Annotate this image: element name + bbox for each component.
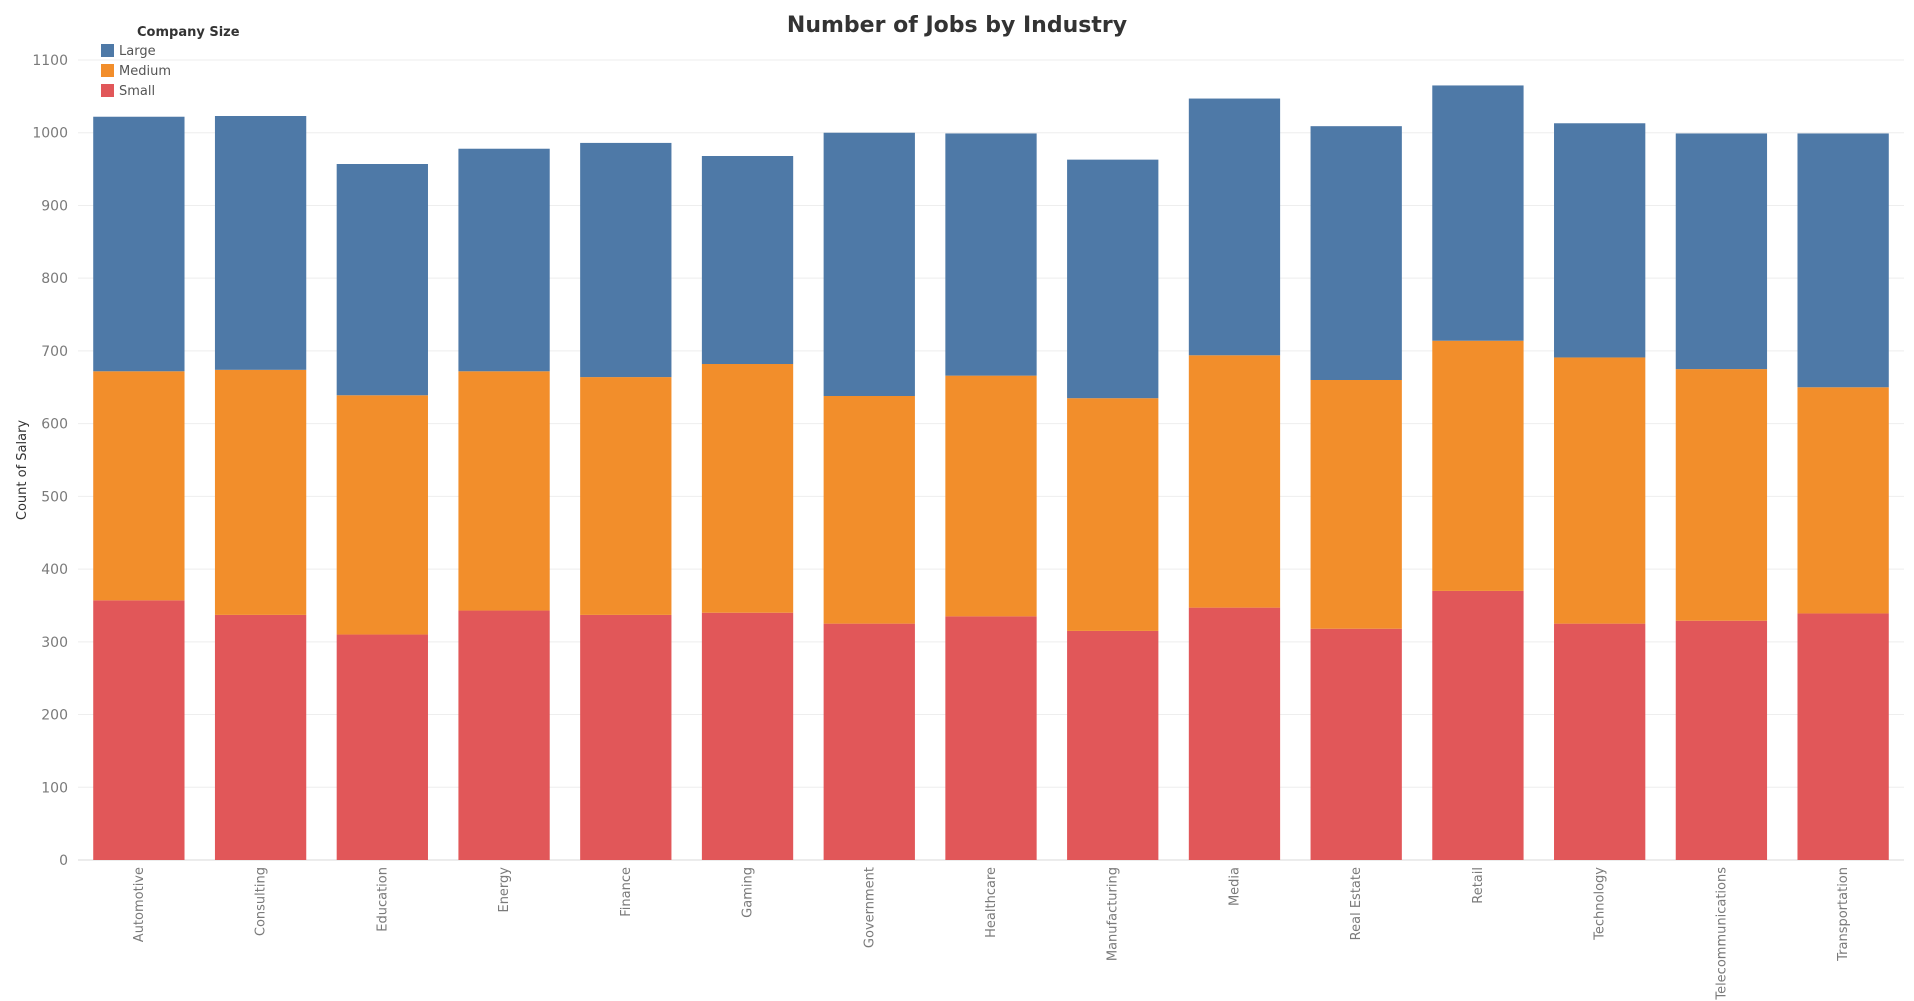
x-tick-label-finance: Finance — [619, 867, 634, 917]
bar-real-estate-medium[interactable] — [1310, 380, 1402, 629]
y-tick-label: 1100 — [32, 53, 68, 69]
legend[interactable]: Company Size Large Medium Small — [101, 25, 240, 99]
bar-finance-medium[interactable] — [580, 377, 672, 615]
x-tick-label-technology: Technology — [1593, 867, 1608, 941]
y-tick-label: 100 — [41, 780, 68, 796]
y-tick-label: 300 — [41, 635, 68, 651]
bar-healthcare-small[interactable] — [945, 616, 1037, 860]
bar-automotive-medium[interactable] — [93, 371, 185, 601]
legend-label-small[interactable]: Small — [119, 84, 155, 99]
y-axis-ticks: 0 100 200 300 400 500 600 700 800 900 1000 1100 — [32, 53, 68, 869]
bar-transportation-small[interactable] — [1797, 613, 1889, 860]
legend-swatch-medium[interactable] — [101, 64, 114, 77]
y-tick-label: 500 — [41, 489, 68, 505]
x-tick-label-automotive: Automotive — [132, 867, 147, 942]
x-tick-label-government: Government — [862, 867, 877, 948]
bar-education-small[interactable] — [336, 634, 428, 860]
bar-real-estate-small[interactable] — [1310, 628, 1402, 860]
bar-telecommunications-small[interactable] — [1675, 620, 1768, 860]
bar-consulting-small[interactable] — [214, 614, 307, 860]
x-tick-label-telecommunications: Telecommunications — [1714, 867, 1729, 1001]
bar-automotive-large[interactable] — [93, 116, 185, 372]
y-axis-title: Count of Salary — [15, 420, 30, 521]
x-tick-label-media: Media — [1227, 867, 1242, 906]
bar-government-small[interactable] — [823, 623, 915, 860]
bar-telecommunications-large[interactable] — [1675, 133, 1768, 370]
x-tick-label-energy: Energy — [497, 867, 512, 913]
bar-education-large[interactable] — [336, 164, 428, 396]
x-tick-label-manufacturing: Manufacturing — [1106, 867, 1121, 961]
bars[interactable] — [93, 85, 1889, 860]
x-tick-label-real-estate: Real Estate — [1349, 867, 1364, 940]
legend-label-medium[interactable]: Medium — [119, 64, 171, 79]
bar-transportation-medium[interactable] — [1797, 387, 1889, 614]
y-tick-label: 200 — [41, 708, 68, 724]
y-tick-label: 0 — [59, 853, 68, 869]
bar-energy-large[interactable] — [458, 148, 550, 372]
x-tick-label-gaming: Gaming — [741, 867, 756, 918]
bar-finance-small[interactable] — [580, 614, 672, 860]
bar-finance-large[interactable] — [580, 142, 672, 378]
legend-swatch-large[interactable] — [101, 44, 114, 57]
x-tick-label-education: Education — [375, 867, 390, 932]
bar-energy-medium[interactable] — [458, 371, 550, 611]
bar-manufacturing-small[interactable] — [1067, 630, 1159, 860]
bar-healthcare-medium[interactable] — [945, 375, 1037, 617]
legend-label-large[interactable]: Large — [119, 44, 156, 59]
bar-consulting-medium[interactable] — [214, 369, 307, 615]
y-tick-label: 400 — [41, 562, 68, 578]
x-tick-label-retail: Retail — [1471, 867, 1486, 904]
bar-technology-large[interactable] — [1554, 123, 1646, 358]
bar-government-medium[interactable] — [823, 396, 915, 624]
bar-media-small[interactable] — [1188, 607, 1281, 860]
bar-healthcare-large[interactable] — [945, 133, 1037, 376]
legend-swatch-small[interactable] — [101, 84, 114, 97]
legend-title: Company Size — [137, 25, 240, 40]
x-tick-label-transportation: Transportation — [1836, 867, 1851, 962]
x-axis-labels: Automotive Consulting Education Energy Finan… — [132, 867, 1851, 1001]
bar-manufacturing-large[interactable] — [1067, 159, 1159, 399]
bar-energy-small[interactable] — [458, 610, 550, 860]
bar-retail-large[interactable] — [1432, 85, 1524, 341]
y-tick-label: 600 — [41, 417, 68, 433]
bar-media-large[interactable] — [1188, 98, 1281, 356]
bar-manufacturing-medium[interactable] — [1067, 398, 1159, 631]
bar-telecommunications-medium[interactable] — [1675, 369, 1768, 621]
bar-transportation-large[interactable] — [1797, 133, 1889, 388]
y-tick-label: 800 — [41, 271, 68, 287]
bar-retail-medium[interactable] — [1432, 340, 1524, 591]
chart-title: Number of Jobs by Industry — [787, 13, 1127, 38]
bar-technology-medium[interactable] — [1554, 357, 1646, 624]
y-tick-label: 1000 — [32, 126, 68, 142]
bar-gaming-medium[interactable] — [701, 364, 794, 613]
bar-education-medium[interactable] — [336, 395, 428, 635]
y-tick-label: 700 — [41, 344, 68, 360]
y-tick-label: 900 — [41, 198, 68, 214]
bar-media-medium[interactable] — [1188, 355, 1281, 608]
bar-real-estate-large[interactable] — [1310, 126, 1402, 381]
bar-government-large[interactable] — [823, 132, 915, 397]
x-tick-label-healthcare: Healthcare — [984, 867, 999, 938]
bar-consulting-large[interactable] — [214, 116, 307, 370]
x-tick-label-consulting: Consulting — [254, 867, 269, 936]
bar-retail-small[interactable] — [1432, 590, 1524, 860]
bar-technology-small[interactable] — [1554, 623, 1646, 860]
bar-automotive-small[interactable] — [93, 600, 185, 860]
bar-gaming-small[interactable] — [701, 612, 794, 860]
bar-gaming-large[interactable] — [701, 156, 794, 364]
